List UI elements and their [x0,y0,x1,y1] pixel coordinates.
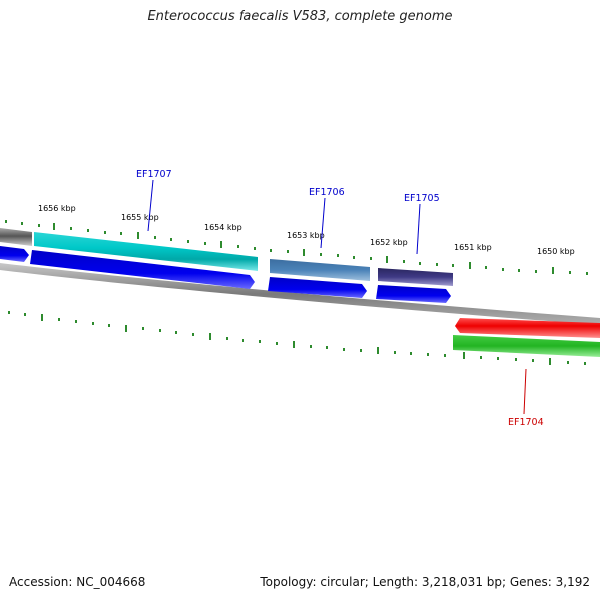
scale-label-1656: 1656 kbp [38,204,76,213]
genome-summary-text: Topology: circular; Length: 3,218,031 bp… [260,575,590,589]
forward-cds-arrow-ef1706[interactable] [268,277,367,298]
scale-label-1652: 1652 kbp [370,238,408,247]
gene-label-ef1704[interactable]: EF1704 [508,417,544,428]
accession-text: Accession: NC_004668 [9,575,146,589]
forward-cds-arrow-ef1705[interactable] [376,285,451,303]
map-title: Enterococcus faecalis V583, complete gen… [147,9,453,24]
gene-label-ef1707[interactable]: EF1707 [136,169,172,180]
feature-ef1705-segment[interactable] [378,268,453,286]
feature-cyan-segment[interactable] [34,232,258,271]
gene-label-ef1706[interactable]: EF1706 [309,187,345,198]
leader-line-ef1705 [416,203,421,255]
outer-scale-ticks [5,220,588,275]
leader-line-ef1706 [320,197,326,249]
scale-label-1651: 1651 kbp [454,243,492,252]
gene-label-ef1705[interactable]: EF1705 [404,193,440,204]
scale-label-1653: 1653 kbp [287,231,325,240]
scale-label-1655: 1655 kbp [121,213,159,222]
scale-label-1654: 1654 kbp [204,223,242,232]
leader-line-ef1704 [523,368,527,415]
leader-line-ef1707 [147,179,154,232]
chromosome-backbone [0,263,600,325]
reverse-cds-arrow-ef1704[interactable] [455,318,600,338]
feature-grey-segment[interactable] [0,228,32,246]
feature-green-segment[interactable] [453,335,600,357]
forward-cds-arrow-left[interactable] [0,246,29,262]
scale-label-1650: 1650 kbp [537,247,575,256]
inner-scale-ticks [8,311,586,365]
forward-cds-arrow-ef1707[interactable] [30,250,255,289]
feature-ef1706-segment[interactable] [270,259,370,281]
